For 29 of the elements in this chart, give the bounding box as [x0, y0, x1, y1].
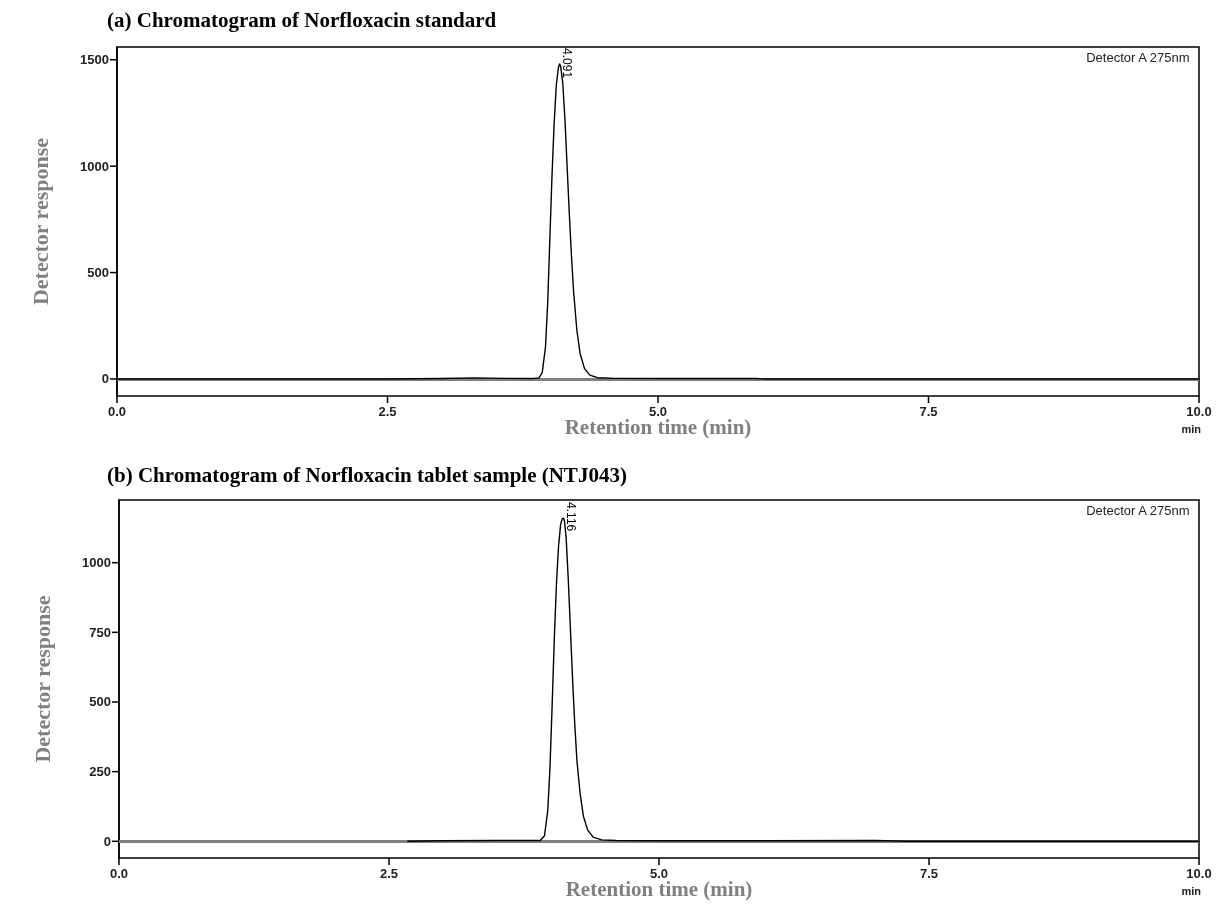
text: min [1181, 422, 1202, 435]
y-tick-label: 0 [101, 371, 109, 387]
chart-title: (a) Chromatogram of Norfloxacin standard [107, 7, 497, 32]
annotation: Detector A 275nm [1086, 50, 1190, 65]
y-axis-title: Detector response [27, 137, 53, 306]
annotation: 4.091 [559, 48, 574, 79]
x-tick-label: 7.5 [919, 866, 939, 881]
y-axis-title: Detector response [29, 595, 55, 763]
annotation: 4.116 [563, 502, 578, 532]
x-tick-label: 5.0 [648, 404, 668, 419]
x-tick-label: 10.0 [1186, 404, 1212, 419]
chart-title: (b) Chromatogram of Norfloxacin tablet sample (NTJ043) [107, 462, 627, 487]
y-tick-label: 1000 [82, 555, 111, 571]
y-tick-label: 1000 [80, 158, 109, 174]
y-tick-label: 500 [87, 265, 109, 281]
x-tick-label: 0.0 [107, 404, 127, 419]
x-tick-label: 2.5 [378, 404, 397, 419]
x-tick-label: 2.5 [379, 866, 399, 881]
x-tick-label: 5.0 [649, 866, 669, 881]
y-tick-label: 1500 [80, 52, 109, 68]
x-tick-label: 0.0 [109, 866, 129, 881]
y-tick-label: 750 [89, 624, 111, 640]
x-tick-label: 7.5 [919, 404, 938, 419]
y-tick-label: 250 [89, 764, 111, 780]
text: min [1181, 884, 1202, 897]
x-tick-label: 10.0 [1186, 866, 1212, 881]
y-tick-label: 500 [89, 694, 111, 710]
annotation: Detector A 275nm [1086, 503, 1190, 518]
y-tick-label: 0 [103, 833, 111, 849]
